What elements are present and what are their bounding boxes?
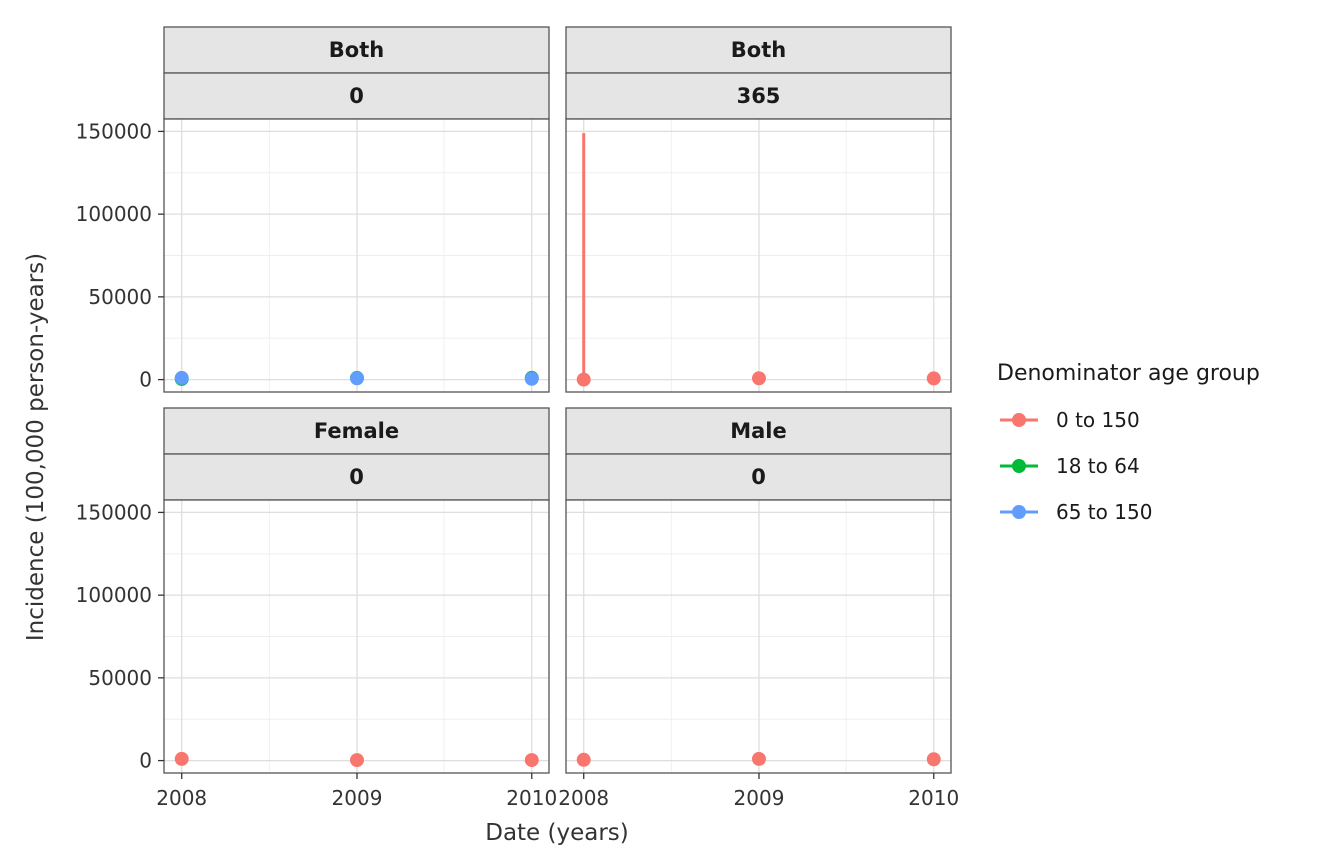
strip-bottom (163, 453, 550, 501)
strip-bottom-label: 0 (349, 465, 364, 489)
strip-bottom-label: 0 (349, 84, 364, 108)
data-point (349, 371, 364, 386)
x-tick-label: 2009 (734, 786, 785, 810)
data-point (751, 371, 766, 386)
x-axes: 2008 2009 2010 2008 2009 2010 (156, 773, 959, 810)
legend-label: 18 to 64 (1056, 454, 1140, 478)
strip-bottom (565, 453, 952, 501)
legend-key-point (1012, 413, 1026, 427)
strip-top-label: Both (731, 38, 786, 62)
y-tick-label: 50000 (88, 666, 152, 690)
legend-entry: 0 to 150 (1000, 408, 1140, 432)
x-tick-label: 2010 (908, 786, 959, 810)
legend: Denominator age group 0 to 150 18 to 64 65… (997, 361, 1260, 524)
legend-key-point (1012, 505, 1026, 519)
strip-top-label: Female (314, 419, 399, 443)
y-tick-label: 150000 (76, 500, 152, 524)
data-point (576, 752, 591, 767)
data-point (524, 753, 539, 768)
data-point (174, 370, 189, 385)
strip-top-label: Both (329, 38, 384, 62)
facet-panel: Both 365 (565, 26, 952, 393)
panel-border (565, 118, 952, 393)
data-point (524, 371, 539, 386)
strip-top (163, 26, 550, 74)
facet-panel: Both 0 (163, 26, 550, 393)
x-tick-label: 2009 (332, 786, 383, 810)
x-tick-label: 2008 (558, 786, 609, 810)
data-point (926, 752, 941, 767)
data-point (926, 371, 941, 386)
y-tick-label: 0 (139, 749, 152, 773)
y-axis-title: Incidence (100,000 person-years) (23, 253, 49, 641)
panels: Both 0 Both 365 Female 0 Male 0 (163, 26, 952, 774)
strip-top (565, 407, 952, 455)
y-tick-label: 0 (139, 368, 152, 392)
legend-entry: 65 to 150 (1000, 500, 1152, 524)
legend-label: 0 to 150 (1056, 408, 1140, 432)
y-tick-label: 100000 (76, 202, 152, 226)
strip-top (565, 26, 952, 74)
strip-top-label: Male (730, 419, 787, 443)
legend-entry: 18 to 64 (1000, 454, 1140, 478)
strip-bottom-label: 0 (751, 465, 766, 489)
legend-title: Denominator age group (997, 361, 1260, 386)
data-point (174, 751, 189, 766)
data-point (751, 751, 766, 766)
y-tick-label: 50000 (88, 285, 152, 309)
x-tick-label: 2008 (156, 786, 207, 810)
y-axes: 0 50000 100000 150000 0 50000 100000 150000 (76, 119, 164, 773)
legend-key-point (1012, 459, 1026, 473)
data-point (349, 753, 364, 768)
facet-panel: Male 0 (565, 407, 952, 774)
strip-bottom (163, 72, 550, 120)
y-tick-label: 150000 (76, 119, 152, 143)
strip-bottom (565, 72, 952, 120)
facet-panel: Female 0 (163, 407, 550, 774)
strip-bottom-label: 365 (737, 84, 781, 108)
x-tick-label: 2010 (506, 786, 557, 810)
panel-border (163, 118, 550, 393)
data-point (576, 372, 591, 387)
y-tick-label: 100000 (76, 583, 152, 607)
x-axis-title: Date (years) (485, 820, 629, 846)
legend-label: 65 to 150 (1056, 500, 1152, 524)
